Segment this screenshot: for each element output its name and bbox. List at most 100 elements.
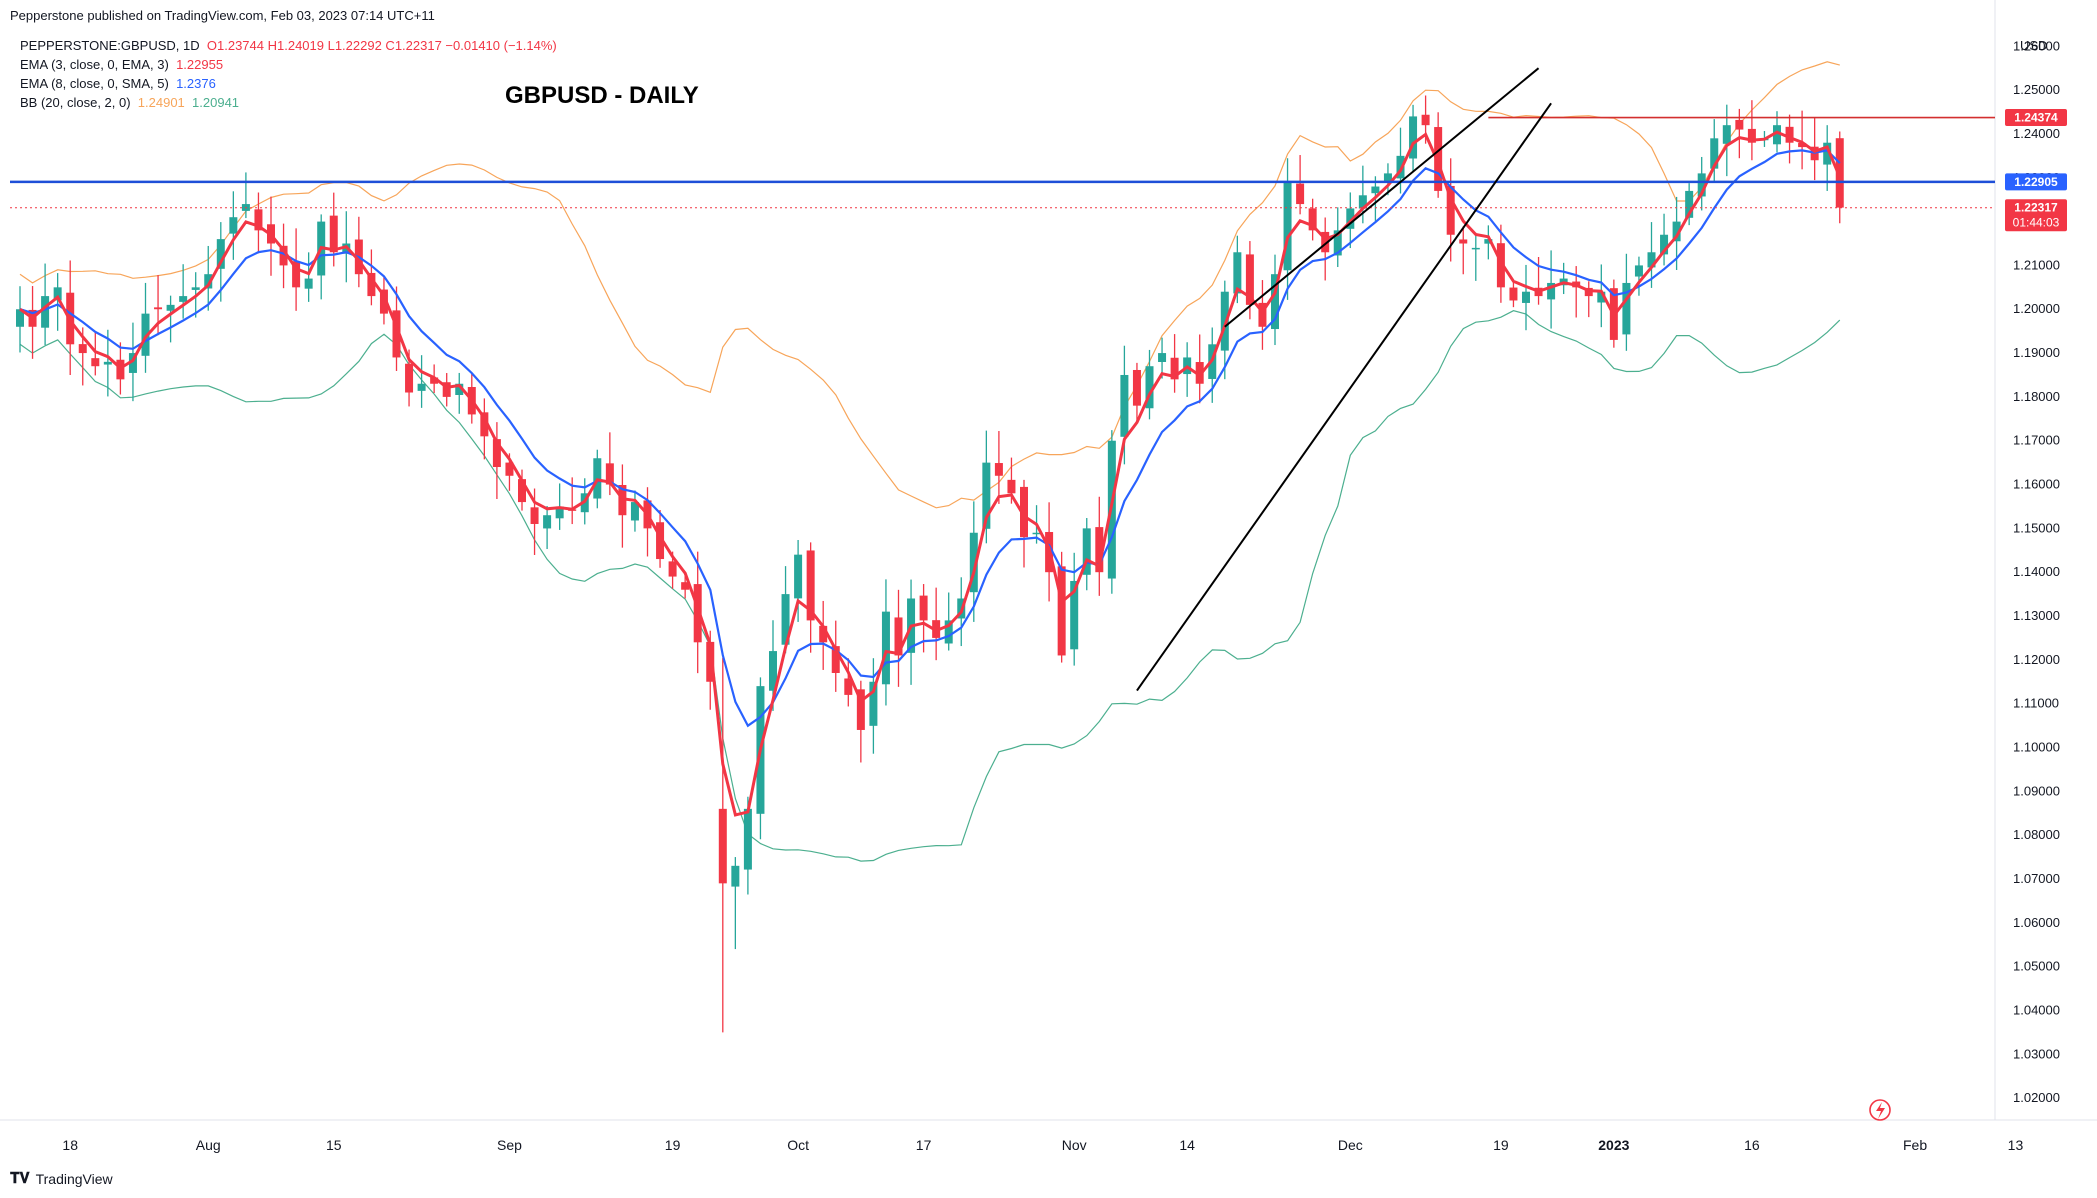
y-tick-label: 1.09000	[2013, 783, 2060, 798]
candle-body	[518, 479, 526, 503]
legend-symbol-row: PEPPERSTONE:GBPUSD, 1D O1.23744 H1.24019…	[20, 38, 557, 53]
y-tick-label: 1.11000	[2013, 696, 2059, 711]
candle-body	[1773, 125, 1781, 145]
y-tick-label: 1.02000	[2013, 1090, 2060, 1105]
candle-body	[417, 383, 426, 391]
candle-body	[141, 313, 150, 356]
x-tick-label: 16	[1744, 1137, 1760, 1153]
candle-body	[392, 310, 401, 358]
candle-body	[292, 261, 301, 288]
candle-body	[1283, 182, 1292, 271]
candle-body	[769, 651, 777, 691]
candle-body	[1459, 239, 1468, 244]
candle-body	[944, 620, 953, 644]
x-tick-label: Feb	[1903, 1137, 1927, 1153]
candle-body	[1597, 291, 1606, 303]
ema8-line	[19, 149, 1841, 728]
candle-body	[1007, 479, 1016, 494]
candle-body	[681, 582, 690, 590]
candle-body	[179, 296, 188, 302]
tradingview-logo[interactable]: 𝐓𝐕 TradingView	[10, 1170, 113, 1187]
legend-bb-row[interactable]: BB (20, close, 2, 0) 1.24901 1.20941	[20, 95, 239, 110]
candle-body	[1735, 119, 1744, 130]
candle-body	[668, 561, 677, 577]
x-tick-label: 19	[665, 1137, 681, 1153]
candle-body	[1220, 291, 1229, 351]
candle-body	[1057, 566, 1066, 656]
candle-body	[1321, 231, 1330, 253]
candle-body	[806, 550, 815, 621]
legend-ema8-row[interactable]: EMA (8, close, 0, SMA, 5) 1.2376	[20, 76, 216, 91]
candle-body	[1697, 173, 1706, 197]
price-tag-label: 1.22317	[2014, 201, 2058, 215]
y-tick-label: 1.26000	[2013, 38, 2060, 53]
candle-body	[41, 296, 50, 328]
candle-body	[1496, 243, 1505, 288]
candle-body	[543, 515, 552, 529]
candle-body	[480, 412, 489, 437]
candle-body	[279, 245, 288, 266]
price-tag-label: 1.24374	[2014, 111, 2058, 125]
candle-body	[1685, 190, 1694, 218]
y-tick-label: 1.05000	[2013, 959, 2060, 974]
x-tick-label: 14	[1179, 1137, 1195, 1153]
legend-ema8-value: 1.2376	[176, 76, 216, 91]
legend-bb-upper: 1.24901	[137, 95, 185, 110]
y-tick-label: 1.19000	[2013, 345, 2060, 360]
y-tick-label: 1.12000	[2013, 652, 2060, 667]
candle-body	[91, 358, 100, 367]
candle-body	[1660, 234, 1669, 255]
candle-body	[1333, 230, 1342, 256]
candle-body	[1358, 195, 1367, 209]
candle-body	[1145, 366, 1154, 409]
legend-ema3-row[interactable]: EMA (3, close, 0, EMA, 3) 1.22955	[20, 57, 223, 72]
candle-body	[367, 272, 376, 297]
lower-trendline	[1136, 102, 1552, 692]
y-tick-label: 1.18000	[2013, 389, 2060, 404]
candle-body	[16, 309, 24, 327]
candle-body	[1509, 287, 1518, 301]
candle-body	[1271, 274, 1279, 330]
y-tick-label: 1.25000	[2013, 82, 2060, 97]
candle-body	[191, 287, 200, 290]
legend-symbol[interactable]: PEPPERSTONE:GBPUSD, 1D	[20, 38, 200, 53]
candle-body	[1421, 114, 1430, 126]
candle-body	[1032, 532, 1041, 535]
candle-body	[128, 353, 137, 373]
candle-body	[204, 274, 213, 289]
legend-bb-lower: 1.20941	[192, 95, 240, 110]
bb-upper-band	[19, 61, 1840, 509]
x-tick-label: 15	[326, 1137, 342, 1153]
candle-body	[844, 678, 853, 695]
ema3-line	[19, 130, 1842, 817]
legend-ema3-label: EMA (3, close, 0, EMA, 3)	[20, 57, 169, 72]
candle-body	[216, 239, 225, 269]
candle-body	[1785, 126, 1794, 143]
candle-body	[1170, 357, 1179, 380]
candle-body	[1082, 528, 1091, 575]
x-tick-label: Dec	[1338, 1137, 1363, 1153]
candle-body	[894, 617, 903, 656]
candle-body	[781, 594, 790, 645]
candle-body	[1710, 138, 1719, 169]
y-tick-label: 1.20000	[2013, 301, 2060, 316]
x-tick-label: Aug	[196, 1137, 221, 1153]
currency-label: USD	[2020, 38, 2047, 53]
tradingview-logo-icon: 𝐓𝐕	[10, 1170, 30, 1187]
candle-body	[1296, 183, 1305, 205]
bb-lower-band	[19, 310, 1841, 862]
candle-body	[831, 646, 840, 673]
legend-ohlc: O1.23744 H1.24019 L1.22292 C1.22317 −0.0…	[206, 38, 557, 53]
candle-body	[743, 808, 752, 870]
y-tick-label: 1.14000	[2013, 564, 2060, 579]
candle-body	[1070, 580, 1079, 650]
candle-body	[1233, 252, 1242, 294]
tradingview-brand: TradingView	[35, 1170, 113, 1187]
upper-trendline	[1224, 67, 1540, 328]
candle-body	[881, 611, 890, 685]
published-header: Pepperstone published on TradingView.com…	[10, 8, 435, 23]
candle-body	[856, 689, 865, 730]
candle-body	[1132, 369, 1141, 406]
countdown-label: 01:44:03	[2013, 216, 2060, 230]
